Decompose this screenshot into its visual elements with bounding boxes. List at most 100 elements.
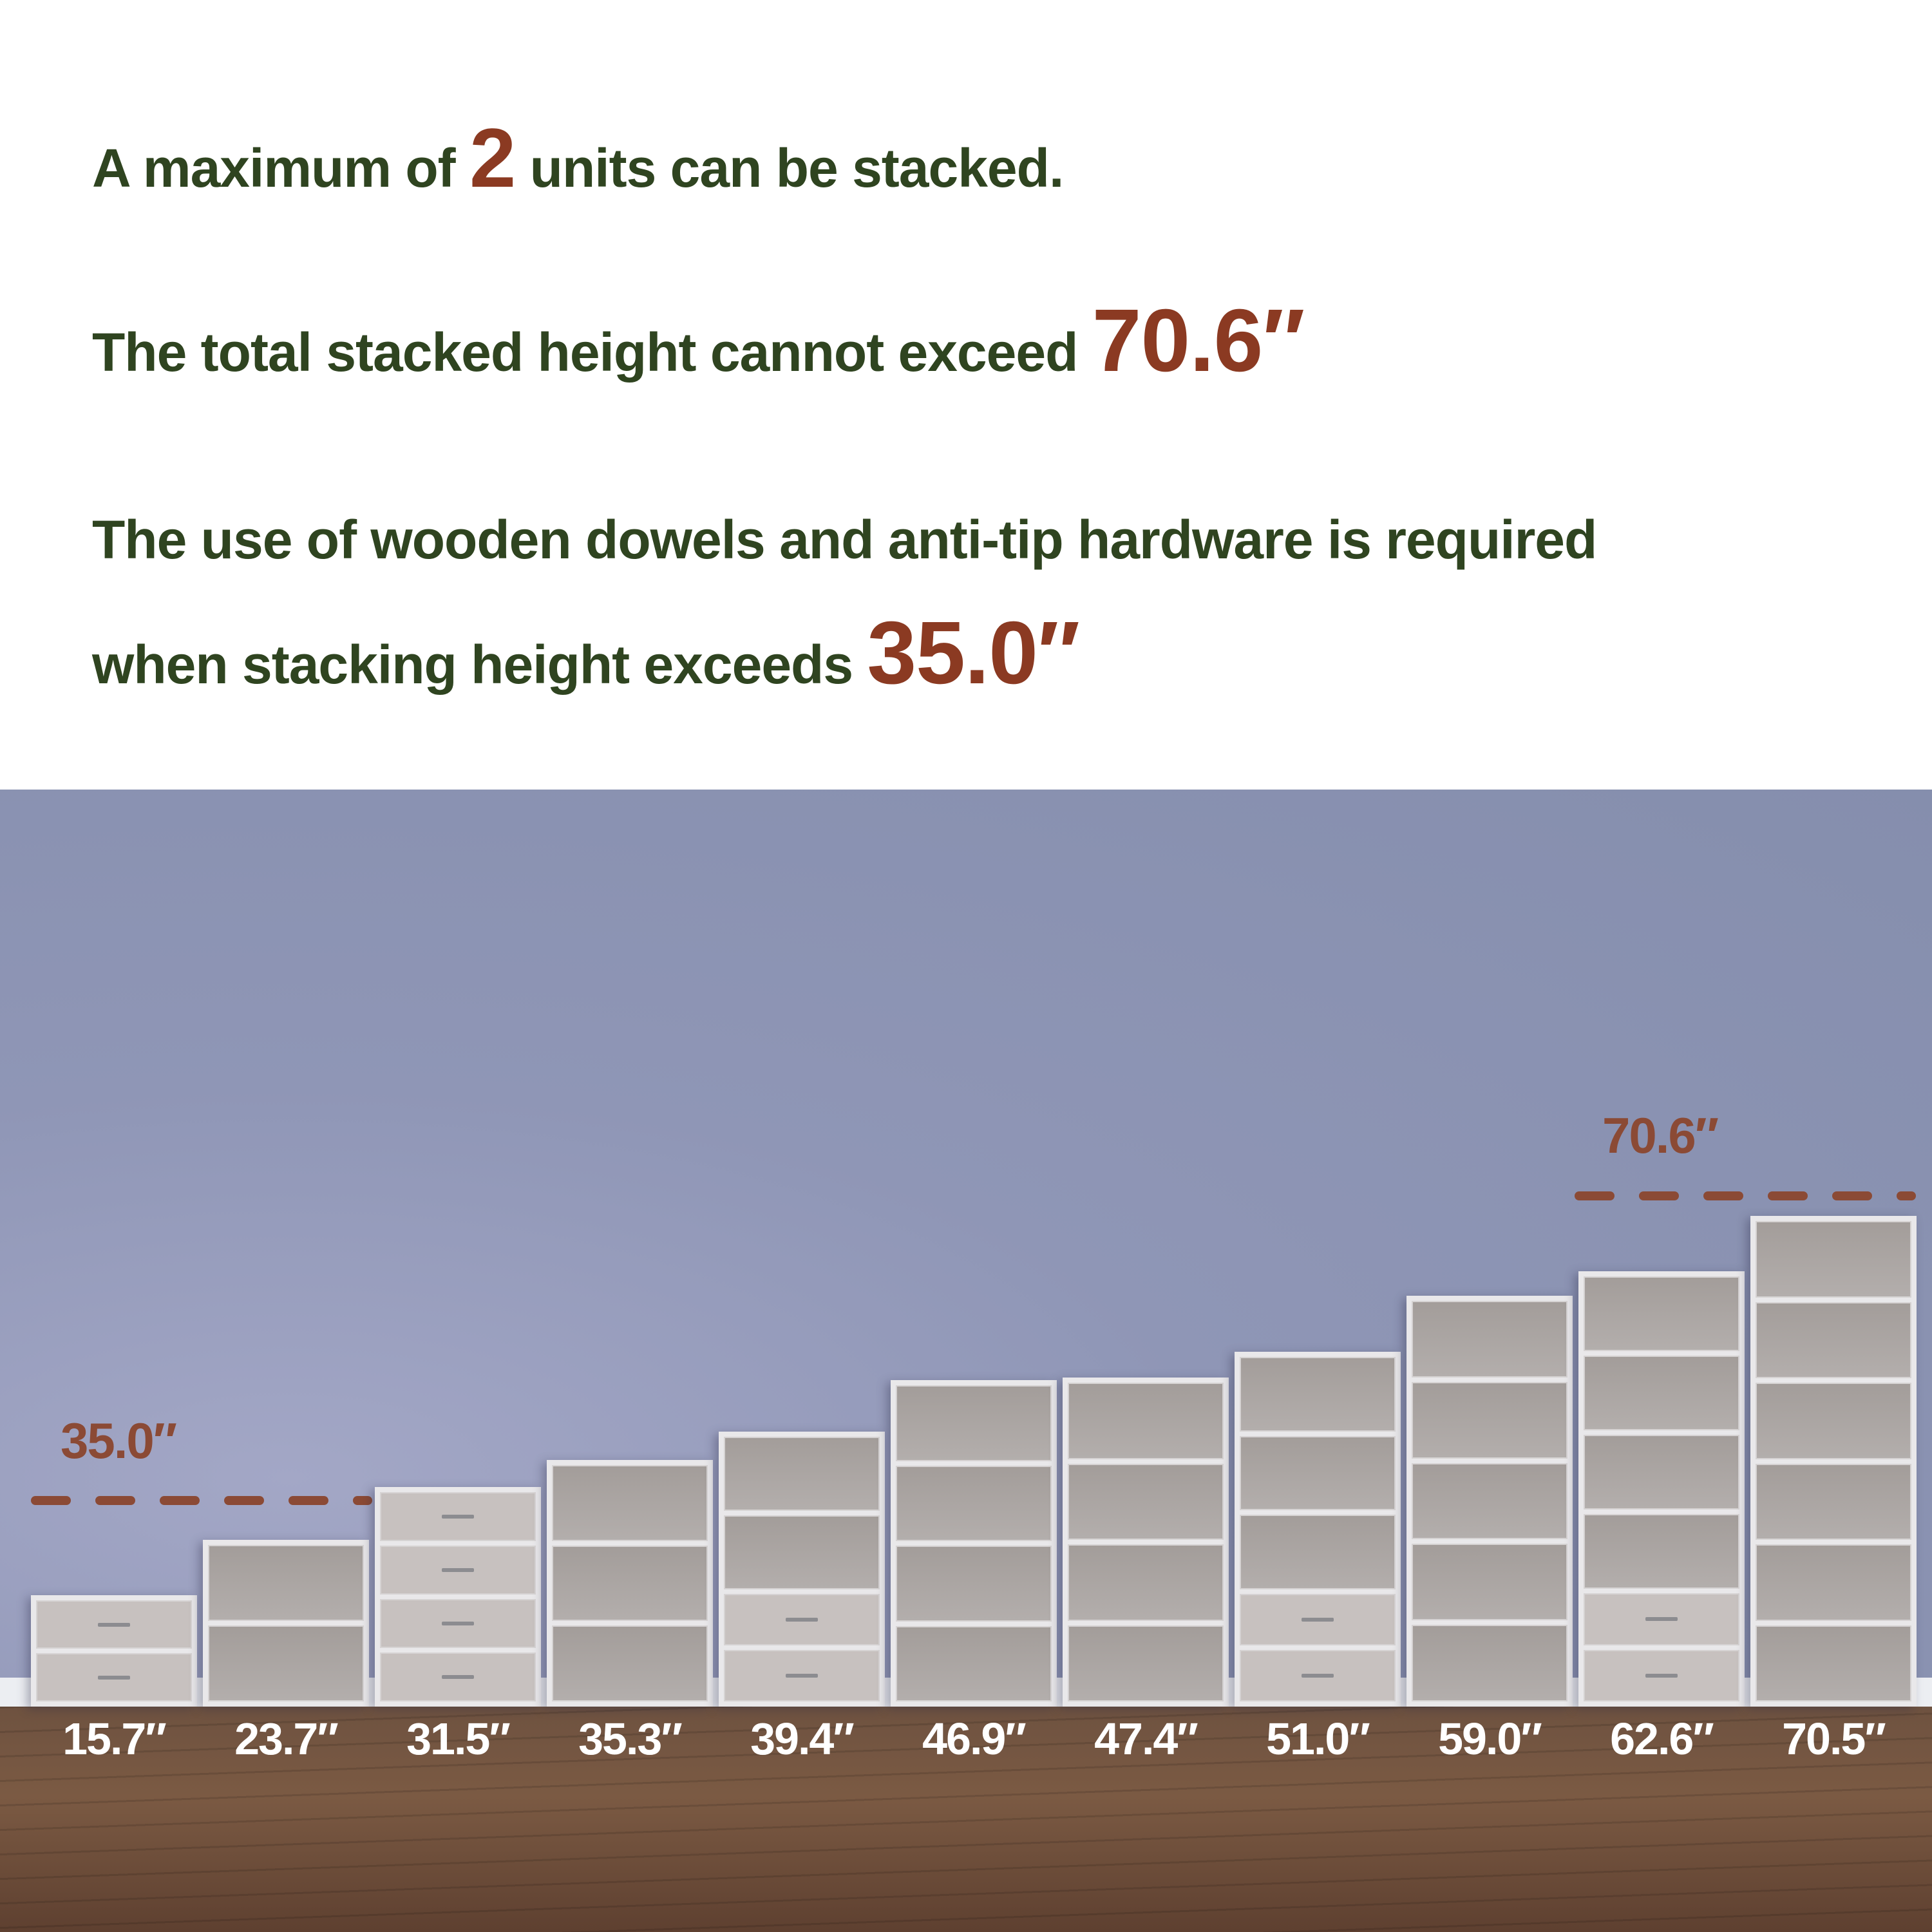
drawer-handle-icon xyxy=(442,1515,474,1519)
unit-height-label: 47.4″ xyxy=(1094,1714,1198,1764)
text: The total stacked height cannot exceed xyxy=(92,322,1092,383)
open-shelf xyxy=(1068,1463,1224,1540)
open-shelf xyxy=(1240,1435,1396,1511)
open-shelf xyxy=(1756,1463,1911,1540)
max-height-value: 70.6″ xyxy=(1092,291,1305,390)
drawer xyxy=(36,1600,192,1649)
unit-height-label: 59.0″ xyxy=(1438,1714,1542,1764)
drawer xyxy=(36,1653,192,1701)
dash xyxy=(1703,1191,1743,1200)
shelf-unit xyxy=(1235,1352,1401,1707)
dash xyxy=(353,1496,372,1505)
drawer-handle-icon xyxy=(442,1568,474,1572)
open-shelf xyxy=(896,1385,1052,1461)
shelf-unit xyxy=(1063,1378,1229,1707)
shelf-unit xyxy=(891,1380,1057,1707)
drawer xyxy=(380,1546,536,1595)
open-shelf xyxy=(1584,1276,1739,1352)
open-shelf xyxy=(1756,1221,1911,1298)
drawer-handle-icon xyxy=(98,1622,130,1627)
drawer-handle-icon xyxy=(786,1674,818,1678)
marker-low-label: 35.0″ xyxy=(61,1412,177,1469)
marker-high-label: 70.6″ xyxy=(1602,1107,1719,1164)
drawer xyxy=(1584,1593,1739,1645)
unit-height-label: 31.5″ xyxy=(406,1714,511,1764)
open-shelf xyxy=(1240,1515,1396,1589)
open-shelf xyxy=(724,1515,880,1590)
drawer-handle-icon xyxy=(442,1622,474,1625)
dash xyxy=(224,1496,264,1505)
drawer-handle-icon xyxy=(786,1618,818,1622)
dash xyxy=(289,1496,328,1505)
open-shelf xyxy=(1756,1302,1911,1378)
drawer xyxy=(380,1653,536,1701)
text: A maximum of xyxy=(92,138,469,198)
open-shelf xyxy=(208,1545,364,1621)
dash xyxy=(1832,1191,1872,1200)
drawer xyxy=(380,1599,536,1648)
open-shelf xyxy=(552,1545,708,1622)
open-shelf xyxy=(1068,1625,1224,1701)
open-shelf xyxy=(1756,1625,1911,1701)
unit-height-label: 70.5″ xyxy=(1782,1714,1886,1764)
shelf-unit xyxy=(719,1432,885,1707)
dash xyxy=(1639,1191,1679,1200)
open-shelf xyxy=(1240,1357,1396,1432)
drawer xyxy=(1584,1649,1739,1701)
unit-height-label: 15.7″ xyxy=(62,1714,167,1764)
open-shelf xyxy=(1584,1435,1739,1510)
headline-dowels: The use of wooden dowels and anti-tip ha… xyxy=(92,509,1597,570)
dash xyxy=(95,1496,135,1505)
shelf-unit xyxy=(375,1487,541,1707)
dash xyxy=(31,1496,71,1505)
wood-floor xyxy=(0,1707,1932,1932)
shelf-unit xyxy=(1750,1216,1917,1707)
open-shelf xyxy=(1756,1544,1911,1621)
shelf-unit xyxy=(203,1540,369,1707)
drawer-handle-icon xyxy=(98,1675,130,1680)
drawer-handle-icon xyxy=(1645,1617,1678,1622)
drawer-handle-icon xyxy=(1645,1673,1678,1678)
open-shelf xyxy=(1412,1301,1567,1378)
open-shelf xyxy=(1068,1383,1224,1459)
open-shelf xyxy=(1412,1625,1567,1701)
dash xyxy=(160,1496,200,1505)
open-shelf xyxy=(896,1465,1052,1541)
max-units-value: 2 xyxy=(469,111,516,205)
shelf-unit xyxy=(1578,1271,1745,1707)
open-shelf xyxy=(1068,1544,1224,1621)
open-shelf xyxy=(1584,1514,1739,1589)
headline-threshold: when stacking height exceeds 35.0″ xyxy=(92,602,1080,705)
open-shelf xyxy=(896,1546,1052,1622)
unit-height-label: 35.3″ xyxy=(578,1714,683,1764)
open-shelf xyxy=(552,1465,708,1541)
open-shelf xyxy=(896,1625,1052,1701)
threshold-value: 35.0″ xyxy=(867,603,1080,703)
dash xyxy=(1575,1191,1615,1200)
open-shelf xyxy=(724,1437,880,1511)
drawer xyxy=(1240,1649,1396,1702)
text: units can be stacked. xyxy=(515,138,1065,198)
unit-height-label: 39.4″ xyxy=(750,1714,855,1764)
unit-height-label: 62.6″ xyxy=(1610,1714,1714,1764)
open-shelf xyxy=(552,1625,708,1702)
drawer-handle-icon xyxy=(442,1675,474,1679)
open-shelf xyxy=(1584,1356,1739,1431)
headline-max-units: A maximum of 2 units can be stacked. xyxy=(92,109,1065,206)
drawer-handle-icon xyxy=(1302,1617,1334,1622)
open-shelf xyxy=(1412,1381,1567,1459)
open-shelf xyxy=(208,1625,364,1701)
text: when stacking height exceeds xyxy=(92,634,867,695)
shelf-unit xyxy=(1406,1296,1573,1707)
drawer xyxy=(724,1594,880,1646)
open-shelf xyxy=(1412,1544,1567,1621)
dash xyxy=(1897,1191,1916,1200)
unit-height-label: 46.9″ xyxy=(922,1714,1027,1764)
shelf-unit xyxy=(31,1595,197,1707)
drawer xyxy=(380,1492,536,1541)
dash xyxy=(1768,1191,1808,1200)
drawer-handle-icon xyxy=(1302,1673,1334,1678)
open-shelf xyxy=(1756,1383,1911,1459)
unit-height-label: 23.7″ xyxy=(234,1714,339,1764)
open-shelf xyxy=(1412,1463,1567,1540)
